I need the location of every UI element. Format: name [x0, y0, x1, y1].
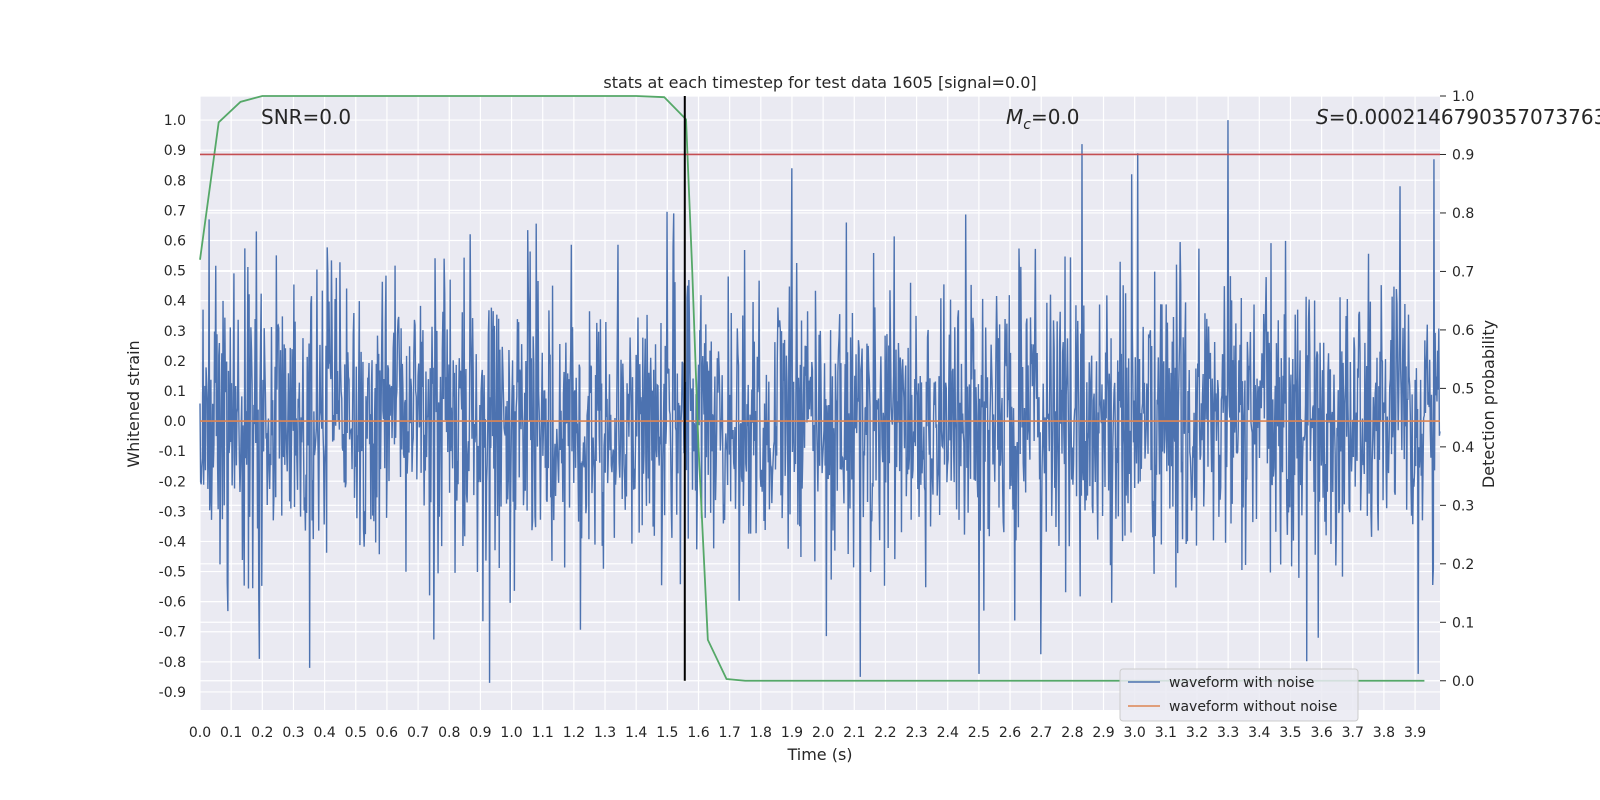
x-tick-label-32: 3.2 [1186, 725, 1208, 741]
x-tick-label-34: 3.4 [1248, 725, 1270, 741]
x-tick-label-0: 0.0 [189, 725, 211, 741]
y2-tick-label-10: 0.0 [1452, 674, 1474, 690]
y2-axis-ticks: 1.0 0.9 0.8 0.7 0.6 0.5 0.4 0.3 0.2 0.1 0.0 [1440, 89, 1474, 690]
x-tick-label-14: 1.4 [625, 725, 647, 741]
x-tick-label-39: 3.9 [1404, 725, 1426, 741]
y-tick-label-13: -0.3 [159, 504, 186, 520]
x-tick-label-26: 2.6 [999, 725, 1021, 741]
x-tick-label-31: 3.1 [1155, 725, 1177, 741]
y-tick-label-18: -0.8 [159, 655, 186, 671]
chart-title: stats at each timestep for test data 160… [603, 73, 1036, 92]
x-tick-label-36: 3.6 [1310, 725, 1332, 741]
x-tick-label-17: 1.7 [719, 725, 741, 741]
x-tick-label-28: 2.8 [1061, 725, 1083, 741]
y-tick-label-10: 0.0 [164, 414, 186, 430]
mc-value: =0.0 [1031, 105, 1080, 129]
x-tick-label-33: 3.3 [1217, 725, 1239, 741]
y-tick-label-19: -0.9 [159, 685, 186, 701]
series-detection-probability [199, 95, 1425, 682]
y2-tick-label-9: 0.1 [1452, 615, 1474, 631]
y2-tick-label-6: 0.4 [1452, 440, 1474, 456]
x-tick-label-37: 3.7 [1342, 725, 1364, 741]
mc-subscript: c [1023, 117, 1031, 133]
y-tick-label-4: 0.6 [164, 233, 186, 249]
s-symbol: S [1316, 105, 1329, 129]
y-axis-ticks: 1.0 0.9 0.8 0.7 0.6 0.5 0.4 0.3 0.2 0.1 0.0 -0.1 -0.… [159, 113, 186, 701]
x-tick-label-6: 0.6 [376, 725, 398, 741]
y-tick-label-12: -0.2 [159, 474, 186, 490]
y2-tick-label-2: 0.8 [1452, 206, 1474, 222]
y-tick-label-3: 0.7 [164, 203, 186, 219]
x-tick-label-35: 3.5 [1279, 725, 1301, 741]
y-tick-label-16: -0.6 [159, 595, 186, 611]
legend-label-noise: waveform with noise [1169, 675, 1314, 691]
x-tick-label-25: 2.5 [968, 725, 990, 741]
snr-annotation: SNR=0.0 [261, 105, 351, 129]
x-tick-label-21: 2.1 [843, 725, 865, 741]
y-axis-label: Whitened strain [124, 340, 143, 467]
y2-tick-label-3: 0.7 [1452, 264, 1474, 280]
x-tick-label-1: 0.1 [220, 725, 242, 741]
y2-tick-label-8: 0.2 [1452, 557, 1474, 573]
mc-annotation: Mc=0.0 [1006, 105, 1080, 133]
x-tick-label-10: 1.0 [500, 725, 522, 741]
x-tick-label-23: 2.3 [905, 725, 927, 741]
y-tick-label-0: 1.0 [164, 113, 186, 129]
y2-tick-label-7: 0.3 [1452, 498, 1474, 514]
y2-tick-label-1: 0.9 [1452, 147, 1474, 163]
legend-box [1119, 668, 1359, 722]
x-tick-label-18: 1.8 [750, 725, 772, 741]
series-line-noise [199, 120, 1441, 683]
y2-axis-label: Detection probability [1479, 320, 1498, 488]
y-tick-label-6: 0.4 [164, 294, 186, 310]
legend: waveform with noise waveform without noi… [1119, 668, 1359, 722]
y2-tick-label-0: 1.0 [1452, 89, 1474, 105]
x-tick-label-22: 2.2 [874, 725, 896, 741]
x-tick-label-8: 0.8 [438, 725, 460, 741]
x-tick-label-27: 2.7 [1030, 725, 1052, 741]
mc-symbol: M [1006, 105, 1023, 129]
x-tick-label-12: 1.2 [563, 725, 585, 741]
y-tick-label-11: -0.1 [159, 444, 186, 460]
y-tick-label-1: 0.9 [164, 143, 186, 159]
series-waveform-with-noise [199, 120, 1441, 683]
y-tick-label-7: 0.3 [164, 324, 186, 340]
x-tick-label-4: 0.4 [313, 725, 335, 741]
x-tick-label-24: 2.4 [937, 725, 959, 741]
x-tick-label-16: 1.6 [687, 725, 709, 741]
y-tick-label-2: 0.8 [164, 173, 186, 189]
x-tick-label-38: 3.8 [1373, 725, 1395, 741]
x-tick-label-9: 0.9 [469, 725, 491, 741]
y-tick-label-8: 0.2 [164, 354, 186, 370]
y2-tick-label-4: 0.6 [1452, 323, 1474, 339]
x-axis-ticks: 0.0 0.1 0.2 0.3 0.4 0.5 0.6 0.7 0.8 0.9 1.0 1.1 1.2 1… [189, 725, 1426, 741]
y-tick-label-5: 0.5 [164, 264, 186, 280]
x-tick-label-20: 2.0 [812, 725, 834, 741]
series-line-probability [199, 95, 1425, 682]
x-tick-label-2: 0.2 [251, 725, 273, 741]
x-tick-label-3: 0.3 [282, 725, 304, 741]
x-tick-label-13: 1.3 [594, 725, 616, 741]
x-tick-label-5: 0.5 [345, 725, 367, 741]
s-value: =0.00021467903570737634 [1329, 105, 1600, 129]
y2-tick-label-5: 0.5 [1452, 381, 1474, 397]
x-axis-label: Time (s) [786, 745, 852, 764]
x-tick-label-29: 2.9 [1092, 725, 1114, 741]
y-tick-label-14: -0.4 [159, 534, 186, 550]
y-tick-label-15: -0.5 [159, 565, 186, 581]
y-tick-label-17: -0.7 [159, 625, 186, 641]
s-annotation: S=0.00021467903570737634 [1316, 105, 1600, 129]
y-tick-label-9: 0.1 [164, 384, 186, 400]
x-tick-label-15: 1.5 [656, 725, 678, 741]
x-tick-label-11: 1.1 [532, 725, 554, 741]
legend-label-clean: waveform without noise [1169, 699, 1337, 715]
x-tick-label-30: 3.0 [1124, 725, 1146, 741]
x-tick-label-7: 0.7 [407, 725, 429, 741]
x-tick-label-19: 1.9 [781, 725, 803, 741]
